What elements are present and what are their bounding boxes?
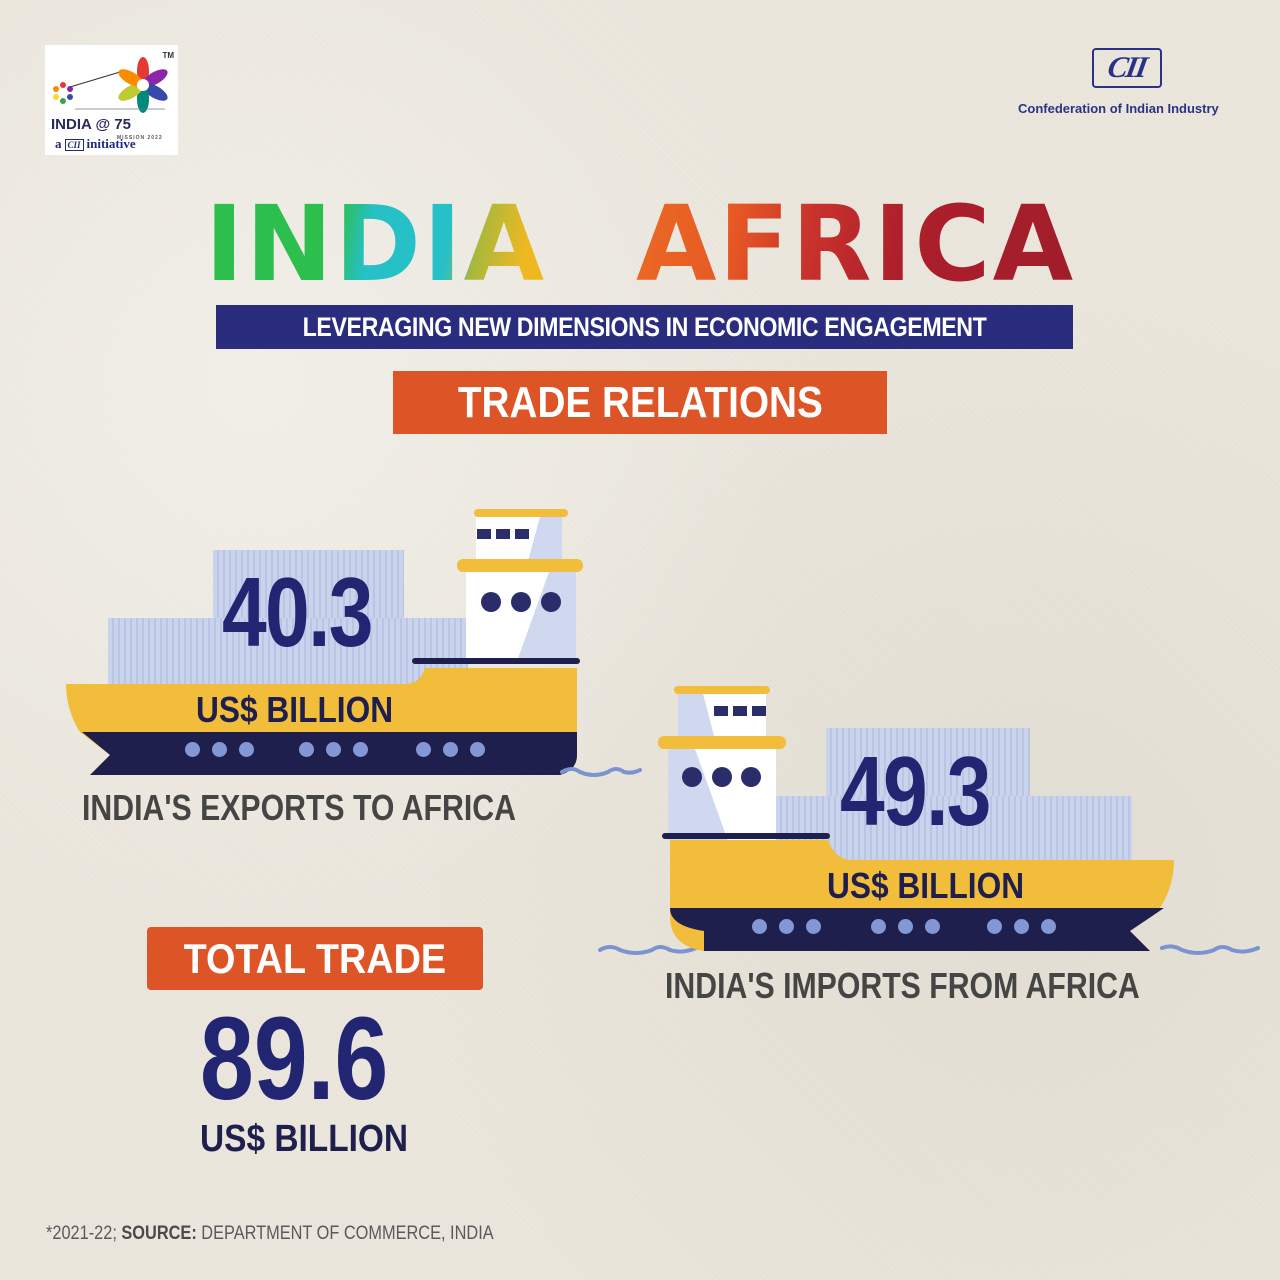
cabin-roof [474, 509, 568, 517]
footnote-source-label: SOURCE: [121, 1223, 197, 1244]
total-trade-unit: US$ BILLION [200, 1118, 409, 1160]
imports-unit: US$ BILLION [827, 865, 1025, 906]
cii-logo: CII [1092, 48, 1162, 88]
porthole-window [712, 767, 732, 787]
container-top [213, 550, 404, 620]
total-trade-banner: TOTAL TRADE [147, 927, 483, 990]
footnote-source: DEPARTMENT OF COMMERCE, INDIA [201, 1223, 494, 1244]
wave-icon [598, 945, 698, 955]
window [714, 706, 728, 716]
porthole-window [481, 592, 501, 612]
container-bottom [108, 618, 468, 688]
headline-africa: AFRICA [635, 183, 1076, 305]
exports-ship [0, 0, 640, 800]
exports-value: 40.3 [222, 557, 373, 667]
porthole-window [741, 767, 761, 787]
mission-2022-label: MISSION 2022 [117, 135, 163, 141]
cabin-deck [457, 559, 583, 572]
deck-rail [412, 658, 580, 664]
container-top [826, 728, 1030, 800]
porthole-window [541, 592, 561, 612]
porthole-window [682, 767, 702, 787]
section-title-banner: TRADE RELATIONS [393, 371, 887, 434]
imports-value: 49.3 [840, 736, 991, 846]
headline-india: INDIA [204, 183, 547, 305]
headline: INDIA AFRICA [0, 192, 1280, 297]
bridge-cabin [476, 517, 562, 561]
main-cabin [668, 749, 776, 841]
porthole-window [511, 592, 531, 612]
imports-label: INDIA'S IMPORTS FROM AFRICA [665, 965, 1140, 1006]
subtitle-banner: LEVERAGING NEW DIMENSIONS IN ECONOMIC EN… [216, 305, 1073, 349]
source-footnote: *2021-22; SOURCE: DEPARTMENT OF COMMERCE… [46, 1223, 567, 1245]
window [752, 706, 766, 716]
exports-label: INDIA'S EXPORTS TO AFRICA [82, 787, 516, 828]
wave-icon [560, 767, 642, 777]
wave-icon [1160, 944, 1260, 955]
window [496, 529, 510, 539]
imports-ship [658, 686, 1174, 951]
india-at-75-logo: TM INDIA @ 75 MISSION 2022 a CII initiativ… [45, 45, 178, 155]
cii-initiative-label: a CII initiative [55, 136, 136, 151]
window [733, 706, 747, 716]
cabin-roof [674, 686, 770, 694]
india-75-title: INDIA @ 75 [51, 116, 131, 133]
window [515, 529, 529, 539]
trademark-symbol: TM [162, 51, 174, 60]
footnote-period: *2021-22; [46, 1223, 117, 1244]
main-cabin [466, 572, 576, 664]
flower-people-icon [53, 57, 168, 113]
cabin-deck [658, 736, 786, 749]
cii-name: Confederation of Indian Industry [1018, 101, 1219, 116]
deck-rail [662, 833, 830, 839]
total-trade-value: 89.6 [200, 993, 389, 1125]
window [477, 529, 491, 539]
exports-unit: US$ BILLION [196, 689, 394, 730]
